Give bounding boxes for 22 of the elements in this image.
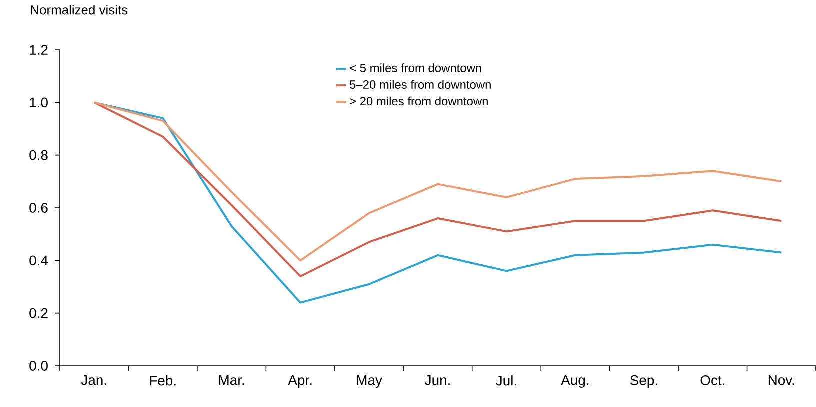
y-tick-label: 1.0	[30, 98, 48, 108]
y-tick-label: 0.0	[30, 361, 48, 371]
legend-label: 5–20 miles from downtown	[350, 80, 491, 90]
x-tick-label: Mar.	[219, 376, 244, 386]
x-tick-label: Apr.	[288, 376, 312, 388]
x-tick-label: Feb.	[150, 376, 176, 386]
y-axis-title: Normalized visits	[31, 5, 128, 15]
x-tick-label: Aug.	[561, 376, 589, 388]
x-tick-label: May	[357, 376, 382, 388]
y-tick-label: 0.2	[30, 308, 48, 318]
x-tick-label: Sep.	[630, 376, 658, 388]
legend-label: > 20 miles from downtown	[350, 96, 488, 106]
x-tick-label: Jan.	[81, 376, 106, 386]
x-tick-label: Nov.	[768, 376, 794, 386]
x-tick-label: Jun.	[425, 376, 450, 386]
y-tick-label: 0.8	[30, 150, 48, 160]
x-tick-label: Oct.	[700, 376, 724, 386]
y-tick-label: 0.4	[30, 256, 48, 266]
y-tick-label: 0.6	[30, 203, 48, 213]
y-tick-label: 1.2	[30, 45, 48, 55]
legend-label: < 5 miles from downtown	[350, 64, 482, 72]
x-tick-label: Jul.	[496, 376, 516, 386]
